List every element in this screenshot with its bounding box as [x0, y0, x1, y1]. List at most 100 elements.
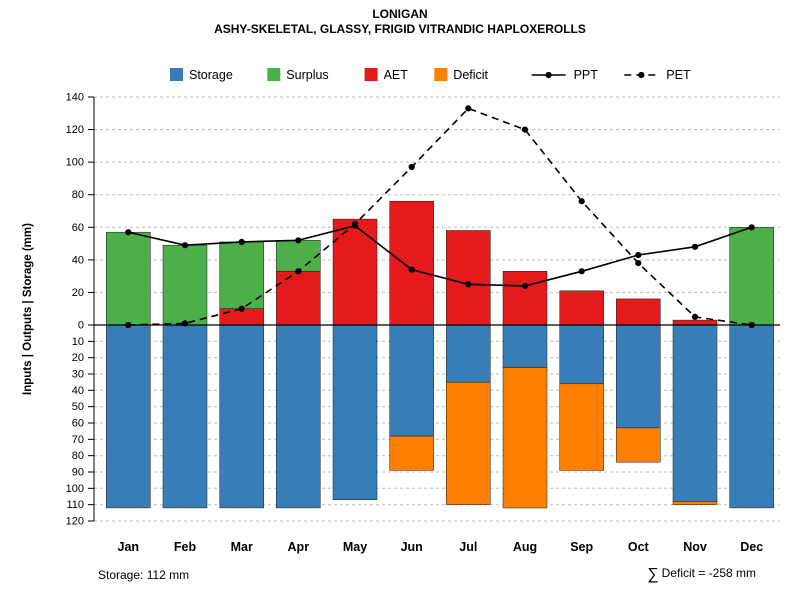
ppt-line-marker: [635, 251, 642, 259]
ppt-line-marker: [465, 281, 472, 288]
bar-storage-Jul: [446, 324, 491, 383]
ppt-line-marker: [181, 242, 189, 249]
legend-label: Surplus: [286, 68, 328, 82]
bar-surplus-Jan: [106, 231, 151, 326]
month-label: Feb: [174, 540, 197, 554]
legend-marker-ppt: [545, 71, 552, 79]
y-tick-label: 40: [72, 254, 84, 266]
y-tick-label: 70: [72, 434, 84, 446]
legend-label: Storage: [189, 68, 233, 82]
y-tick-label: 20: [72, 352, 84, 364]
sum-icon: ∑: [647, 566, 659, 583]
bar-storage-May: [332, 324, 378, 501]
y-tick-label: 30: [72, 369, 84, 381]
ppt-line: [125, 222, 755, 289]
bar-deficit-Jun: [389, 435, 434, 471]
month-label: Dec: [740, 540, 763, 554]
legend-swatch-aet: [364, 68, 378, 81]
ppt-line-marker: [578, 268, 585, 275]
y-tick-label: 20: [72, 287, 84, 299]
pet-line-marker: [125, 321, 132, 329]
bar-storage-Mar: [219, 324, 264, 509]
bar-aet-Aug: [502, 271, 548, 326]
ppt-line-marker: [125, 229, 132, 236]
month-label: Aug: [513, 540, 537, 554]
deficit-summary-text: Deficit = -258 mm: [661, 566, 756, 580]
month-label: Jan: [118, 540, 140, 554]
y-tick-label: 50: [72, 401, 84, 413]
bar-storage-Aug: [502, 324, 548, 368]
bar-deficit-Jul: [446, 381, 491, 505]
legend-swatch-deficit: [434, 68, 448, 81]
deficit-summary-label: ∑ Deficit = -258 mm: [647, 566, 756, 584]
bar-aet-Jun: [389, 200, 434, 326]
y-tick-label: 90: [72, 467, 84, 479]
ppt-line-marker: [295, 237, 302, 244]
bar-aet-Sep: [559, 290, 604, 326]
legend: Storage Surplus AET Deficit PPT PET: [170, 68, 691, 82]
bar-storage-Sep: [559, 324, 604, 385]
bar-deficit-Sep: [559, 383, 604, 471]
ppt-line-marker: [408, 266, 415, 273]
pet-line-marker: [238, 305, 245, 312]
bar-storage-Oct: [616, 324, 661, 429]
bar-deficit-Nov: [672, 501, 718, 505]
bar-storage-Jun: [389, 324, 434, 437]
y-tick-label: 60: [72, 418, 84, 430]
y-tick-label: 120: [66, 516, 84, 528]
month-label: May: [343, 540, 367, 554]
pet-line-path: [128, 107, 752, 326]
month-label: Nov: [683, 540, 707, 554]
y-tick-label: 60: [72, 222, 84, 234]
legend-marker-pet: [638, 71, 645, 79]
bar-aet-May: [332, 218, 378, 326]
bars: [106, 200, 774, 509]
bar-surplus-Mar: [219, 241, 264, 309]
month-label: Jul: [459, 540, 477, 554]
storage-summary-label: Storage: 112 mm: [98, 568, 190, 582]
bar-storage-Nov: [672, 324, 718, 502]
month-label: Sep: [570, 540, 593, 554]
month-label: Mar: [231, 540, 253, 554]
month-label: Jun: [401, 540, 423, 554]
legend-label: AET: [384, 68, 409, 82]
legend-swatch-surplus: [267, 68, 281, 81]
month-label: Oct: [628, 540, 650, 554]
y-tick-label: 100: [66, 483, 84, 495]
y-tick-label: 80: [72, 450, 84, 462]
y-tick-label: 140: [66, 92, 84, 104]
pet-line-marker: [578, 198, 585, 205]
y-axis: 0 20 40 60 80 100 120 140 10 20 30 40 50 60 70 80 90 100 1…: [66, 92, 95, 528]
bar-storage-Apr: [276, 324, 321, 509]
y-tick-label: 100: [66, 157, 84, 169]
pet-line-marker: [521, 126, 529, 133]
y-tick-label: 40: [72, 385, 84, 397]
bar-surplus-Dec: [729, 227, 774, 326]
y-tick-label: 10: [72, 336, 84, 348]
y-tick-label: 110: [66, 499, 84, 511]
ppt-line-marker: [691, 243, 699, 250]
month-label: Apr: [288, 540, 310, 554]
x-axis-labels: Jan Feb Mar Apr May Jun Jul Aug Sep Oct Nov Dec: [118, 540, 764, 554]
bar-storage-Jan: [106, 324, 151, 509]
bar-storage-Dec: [729, 324, 774, 509]
chart-title: LONIGAN: [372, 7, 428, 21]
pet-line-marker: [181, 320, 189, 327]
y-tick-label: 0: [78, 320, 84, 332]
ppt-line-path: [128, 224, 752, 287]
y-tick-label: 80: [72, 189, 84, 201]
y-tick-label: 120: [66, 124, 84, 136]
pet-line-marker: [408, 163, 415, 171]
pet-line-marker: [691, 313, 699, 320]
bar-aet-Jul: [446, 230, 491, 326]
pet-line-marker: [351, 220, 359, 228]
bar-deficit-Aug: [502, 367, 548, 509]
ppt-line-marker: [238, 238, 245, 245]
legend-label: PET: [666, 68, 691, 82]
bar-deficit-Oct: [616, 427, 661, 463]
pet-line-marker: [465, 105, 472, 112]
ppt-line-marker: [521, 282, 529, 289]
legend-label: Deficit: [453, 68, 488, 82]
